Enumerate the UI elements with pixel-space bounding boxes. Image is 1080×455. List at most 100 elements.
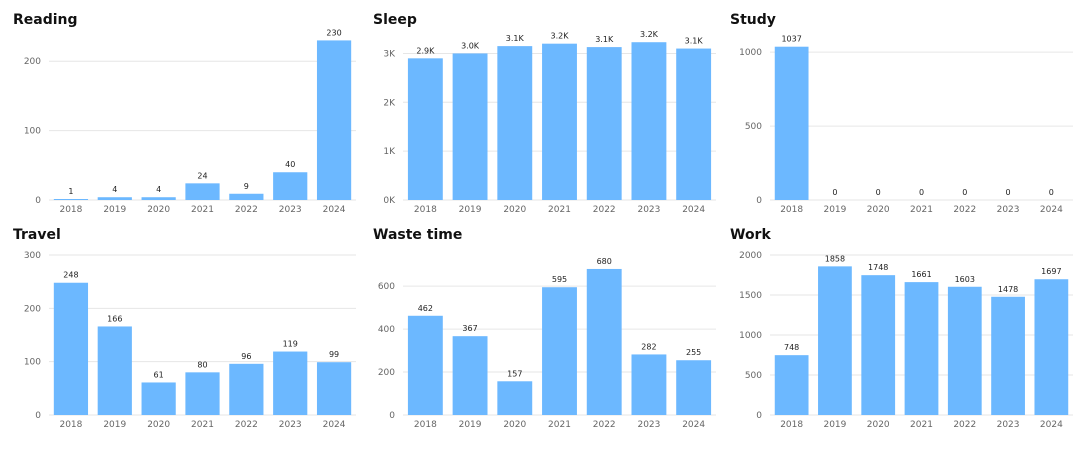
data-label: 0 [876,188,881,197]
bar[interactable] [141,382,176,415]
bar[interactable] [185,372,220,415]
bar[interactable] [316,40,352,200]
x-tick-label: 2019 [459,420,482,430]
bar[interactable] [586,47,622,200]
chart-panel-sleep: Sleep 0K 1K 2K 3K 2.9K 2018 3.0K 2019 3.1K 2020 3.… [373,12,723,222]
data-label: 0 [919,188,924,197]
y-tick-label: 400 [378,325,395,335]
x-tick-label: 2019 [103,420,126,430]
y-tick-label: 3K [383,49,396,59]
bar-chart-svg: 0 500 1000 1037 2018 0 2019 0 2020 0 2021 0 2022 0 202… [739,35,1073,215]
x-tick-label: 2018 [59,205,82,215]
y-tick-label: 200 [24,304,41,314]
x-tick-label: 2021 [910,420,933,430]
data-label: 0 [962,188,967,197]
bar[interactable] [452,336,488,415]
x-tick-label: 2020 [147,420,170,430]
data-label: 3.1K [685,37,704,46]
bar[interactable] [497,381,533,415]
bar[interactable] [53,282,89,415]
y-tick-label: 500 [745,371,762,381]
bar[interactable] [407,58,443,201]
bar[interactable] [452,53,488,201]
x-tick-label: 2023 [637,205,660,215]
data-label: 3.1K [506,34,525,43]
chart-title: Reading [13,12,78,28]
bar-chart-svg: 0 100 200 1 2018 4 2019 4 2020 24 2021 9 2022 40 2023 2… [24,28,356,215]
data-label: 1858 [825,254,845,263]
bar[interactable] [316,362,352,415]
bar[interactable] [631,42,667,200]
bar[interactable] [229,363,264,415]
data-label: 24 [197,171,207,180]
y-tick-label: 0 [756,411,762,421]
bar[interactable] [542,43,577,200]
bar[interactable] [273,351,308,415]
y-tick-label: 0 [35,411,41,421]
y-tick-label: 300 [24,251,41,261]
x-tick-label: 2024 [1040,420,1063,430]
y-tick-label: 600 [378,282,395,292]
bar[interactable] [904,282,939,415]
chart-title: Waste time [373,227,463,243]
bar[interactable] [991,296,1025,415]
bar[interactable] [947,286,982,415]
x-tick-label: 2020 [503,205,526,215]
bar[interactable] [407,315,443,415]
bar[interactable] [774,355,809,415]
x-tick-label: 2023 [997,420,1020,430]
x-tick-label: 2020 [867,420,890,430]
bar[interactable] [229,193,264,200]
bar[interactable] [542,287,577,415]
bar[interactable] [774,46,809,201]
bar[interactable] [676,48,712,200]
bar-chart-svg: 0 100 200 300 248 2018 166 2019 61 2020 80 2021 96 20… [24,251,356,430]
bar[interactable] [861,275,896,415]
bar[interactable] [53,199,89,200]
bar[interactable] [97,326,132,415]
x-tick-label: 2018 [59,420,82,430]
x-tick-label: 2021 [910,205,933,215]
x-tick-label: 2022 [235,205,258,215]
y-tick-label: 200 [24,57,41,67]
data-label: 680 [597,257,612,266]
y-tick-label: 500 [745,122,762,132]
data-label: 3.1K [595,35,614,44]
chart-title: Study [730,12,776,28]
chart-panel-study: Study 0 500 1000 1037 2018 0 2019 0 2020 0 2021 0 20… [730,12,1080,222]
bar[interactable] [141,197,176,200]
data-label: 248 [63,271,78,280]
bar[interactable] [185,183,220,200]
x-tick-label: 2020 [147,205,170,215]
bar[interactable] [586,268,622,415]
x-tick-label: 2021 [548,205,571,215]
x-tick-label: 2019 [823,420,846,430]
data-label: 99 [329,350,339,359]
y-tick-label: 1K [383,147,396,157]
y-tick-label: 0 [756,196,762,206]
bar[interactable] [1034,279,1069,415]
bar[interactable] [676,360,712,415]
y-tick-label: 1000 [739,48,762,58]
data-label: 3.0K [461,41,480,50]
data-label: 9 [244,182,249,191]
bar[interactable] [273,172,308,200]
chart-title: Sleep [373,12,417,28]
bar-chart-svg: 0K 1K 2K 3K 2.9K 2018 3.0K 2019 3.1K 2020 3.2K 2021… [383,30,716,215]
bar[interactable] [631,354,667,415]
x-tick-label: 2021 [191,205,214,215]
bar[interactable] [818,266,852,415]
data-label: 166 [107,314,122,323]
data-label: 462 [418,304,433,313]
x-tick-label: 2020 [503,420,526,430]
x-tick-label: 2023 [997,205,1020,215]
bar[interactable] [97,197,132,200]
data-label: 157 [507,369,522,378]
data-label: 595 [552,275,567,284]
data-label: 1037 [781,35,801,44]
data-label: 282 [641,342,656,351]
x-tick-label: 2024 [682,205,705,215]
y-tick-label: 200 [378,368,395,378]
y-tick-label: 1000 [739,331,762,341]
bar[interactable] [497,46,533,200]
